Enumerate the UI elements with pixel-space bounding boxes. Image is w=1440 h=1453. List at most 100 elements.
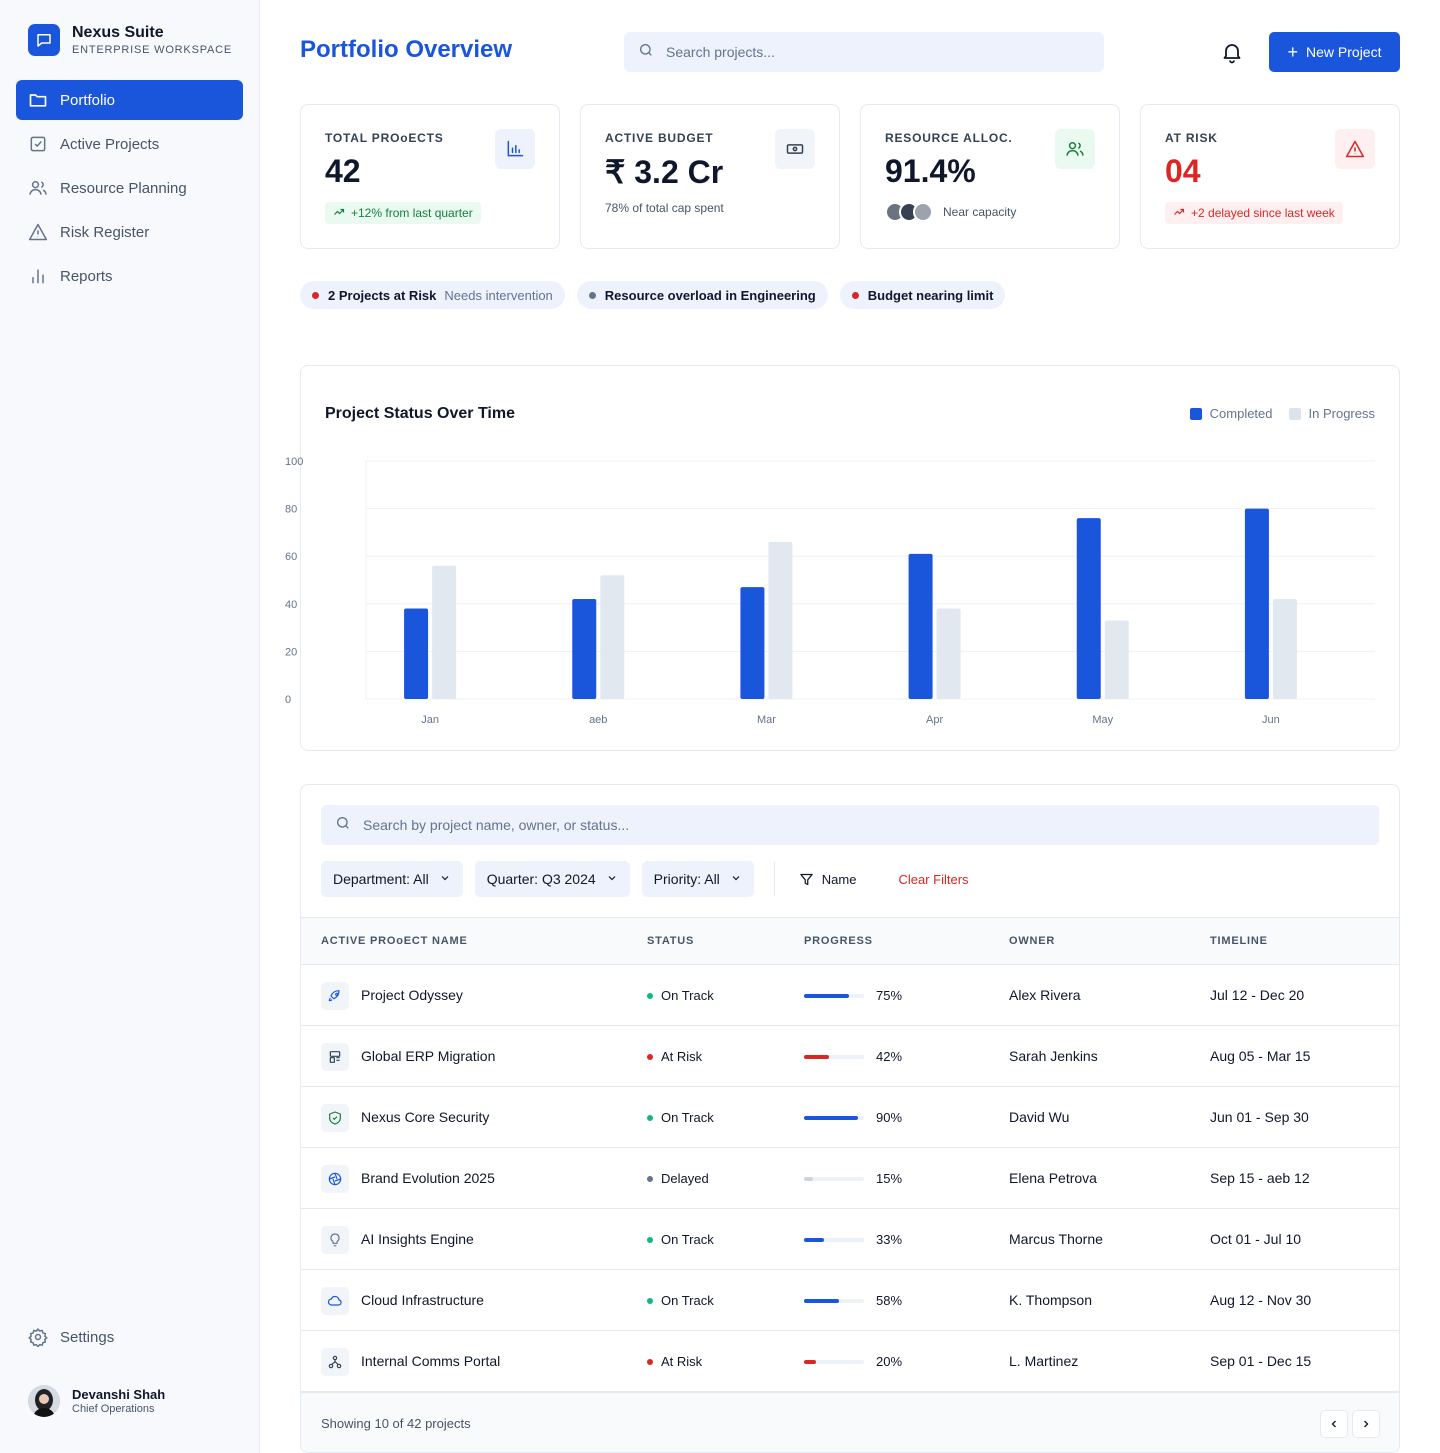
stat-card-total-projects: TOTAL PROoECTS 42 +12% from last quarter — [300, 104, 560, 249]
stat-card-resource-alloc: RESOURCE ALLOC. 91.4% Near capacity — [860, 104, 1120, 249]
prev-page-button[interactable] — [1320, 1410, 1348, 1438]
banknote-icon — [775, 129, 815, 169]
projects-table-card: Department: All Quarter: Q3 2024 Priorit… — [300, 784, 1400, 1453]
table-row[interactable]: AI Insights Engine On Track 33% Marcus T… — [301, 1209, 1399, 1270]
stat-value: 91.4% — [885, 153, 976, 189]
user-name: Devanshi Shah — [72, 1387, 166, 1402]
project-name[interactable]: AI Insights Engine — [361, 1231, 474, 1247]
sidebar-item-portfolio[interactable]: Portfolio — [16, 80, 243, 120]
legend-item-in-progress: In Progress — [1288, 406, 1375, 421]
chart-icon — [495, 129, 535, 169]
legend-swatch — [1288, 407, 1301, 420]
project-name[interactable]: Internal Comms Portal — [361, 1353, 501, 1369]
divider — [773, 862, 775, 896]
status-dot — [647, 992, 653, 999]
owner-name: David Wu — [1009, 1109, 1070, 1125]
cloud-icon — [321, 1287, 349, 1315]
column-header[interactable]: PROGRESS — [804, 935, 873, 947]
y-tick-label: 40 — [285, 599, 297, 611]
column-header[interactable]: STATUS — [647, 935, 695, 947]
table-search-input[interactable] — [363, 817, 1303, 833]
alert-dot — [851, 291, 859, 299]
sidebar-item-active-projects[interactable]: Active Projects — [16, 124, 243, 164]
progress-bar — [804, 1299, 864, 1303]
status-dot — [647, 1297, 653, 1304]
chevron-left-icon — [1331, 1420, 1336, 1428]
lightbulb-icon — [321, 1226, 349, 1254]
progress-percent: 33% — [876, 1232, 903, 1247]
new-project-label: New Project — [1306, 44, 1382, 60]
project-name[interactable]: Project Odyssey — [361, 987, 463, 1003]
sidebar-item-risk-register[interactable]: Risk Register — [16, 212, 243, 252]
project-name[interactable]: Nexus Core Security — [361, 1109, 490, 1125]
project-name[interactable]: Cloud Infrastructure — [361, 1292, 484, 1308]
project-name[interactable]: Brand Evolution 2025 — [361, 1170, 495, 1186]
column-header[interactable]: TIMELINE — [1210, 935, 1268, 947]
project-search[interactable] — [624, 32, 1104, 72]
alert-dot — [312, 291, 319, 299]
progress-fill — [804, 994, 849, 998]
bell-icon[interactable] — [1220, 40, 1244, 64]
table-footer: Showing 10 of 42 projects — [301, 1392, 1399, 1452]
chevron-right-icon — [1364, 1420, 1369, 1428]
priority-filter[interactable]: Priority: All — [641, 861, 754, 897]
owner-name: L. Martinez — [1009, 1353, 1079, 1369]
sidebar-item-reports[interactable]: Reports — [16, 256, 243, 296]
table-row[interactable]: Cloud Infrastructure On Track 58% K. Tho… — [301, 1270, 1399, 1331]
quarter-filter[interactable]: Quarter: Q3 2024 — [474, 861, 630, 897]
table-row[interactable]: Global ERP Migration At Risk 42% Sarah J… — [301, 1026, 1399, 1087]
next-page-button[interactable] — [1352, 1410, 1380, 1438]
status-dot — [647, 1114, 653, 1121]
progress-percent: 90% — [876, 1110, 903, 1125]
status-badge: On Track — [647, 1232, 714, 1247]
sidebar-item-label: Portfolio — [60, 91, 116, 109]
legend-item-completed: Completed — [1189, 406, 1273, 421]
progress-fill — [804, 1116, 858, 1120]
clear-filters-button[interactable]: Clear Filters — [898, 871, 969, 887]
legend-swatch — [1189, 407, 1202, 420]
table-row[interactable]: Brand Evolution 2025 Delayed 15% Elena P… — [301, 1148, 1399, 1209]
owner-name: Marcus Thorne — [1009, 1231, 1103, 1247]
progress-percent: 20% — [876, 1354, 903, 1369]
y-tick-label: 20 — [285, 646, 297, 658]
status-badge: At Risk — [647, 1354, 702, 1369]
table-search[interactable] — [321, 805, 1379, 845]
sidebar-item-label: Risk Register — [60, 223, 150, 241]
brand-title: Nexus Suite — [72, 24, 164, 41]
sidebar-item-resource-planning[interactable]: Resource Planning — [16, 168, 243, 208]
checkbox-icon — [28, 134, 48, 154]
progress-bar — [804, 1055, 864, 1059]
sidebar-item-label: Reports — [60, 267, 113, 285]
progress-bar — [804, 1177, 864, 1181]
brand-subtitle: ENTERPRISE WORKSPACE — [72, 44, 233, 56]
sidebar-item-settings[interactable]: Settings — [16, 1317, 243, 1357]
table-row[interactable]: Nexus Core Security On Track 90% David W… — [301, 1087, 1399, 1148]
warning-icon — [1335, 129, 1375, 169]
search-input[interactable] — [666, 44, 1086, 60]
stat-value: 04 — [1165, 153, 1201, 189]
alert-chip[interactable]: 2 Projects at Risk Needs intervention — [300, 281, 565, 309]
chart-title: Project Status Over Time — [325, 405, 515, 422]
department-filter[interactable]: Department: All — [321, 861, 463, 897]
name-sort-button[interactable]: Name — [799, 872, 856, 887]
column-header[interactable]: ACTIVE PROoECT NAME — [321, 935, 468, 947]
column-header[interactable]: OWNER — [1009, 935, 1056, 947]
user-profile[interactable]: Devanshi Shah Chief Operations — [28, 1385, 165, 1417]
table-row[interactable]: Internal Comms Portal At Risk 20% L. Mar… — [301, 1331, 1399, 1392]
y-tick-label: 60 — [285, 551, 297, 563]
team-avatars: Near capacity — [885, 202, 1016, 222]
progress-percent: 58% — [876, 1293, 903, 1308]
new-project-button[interactable]: + New Project — [1269, 32, 1400, 72]
table-body: Project Odyssey On Track 75% Alex Rivera… — [301, 965, 1399, 1392]
status-badge: Delayed — [647, 1171, 709, 1186]
table-header: ACTIVE PROoECT NAME STATUS PROGRESS OWNE… — [301, 917, 1399, 965]
chevron-down-icon — [606, 871, 618, 887]
filter-bar: Department: All Quarter: Q3 2024 Priorit… — [321, 861, 969, 897]
progress-bar — [804, 1238, 864, 1242]
alert-chip[interactable]: Budget nearing limit — [839, 281, 1006, 309]
timeline: Oct 01 - Jul 10 — [1210, 1231, 1302, 1247]
project-name[interactable]: Global ERP Migration — [361, 1048, 496, 1064]
table-row[interactable]: Project Odyssey On Track 75% Alex Rivera… — [301, 965, 1399, 1026]
alert-chip[interactable]: Resource overload in Engineering — [576, 281, 828, 309]
stat-label: RESOURCE ALLOC. — [885, 131, 1013, 145]
